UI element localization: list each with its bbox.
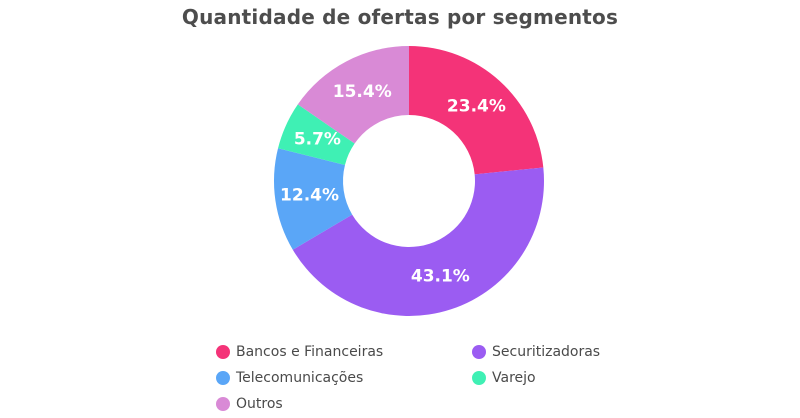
donut-slice-bancos-e-financeiras[interactable]	[409, 46, 544, 175]
donut-slice-telecomunica-es[interactable]	[274, 148, 353, 250]
legend-item-varejo[interactable]: Varejo	[472, 370, 536, 386]
legend-label: Outros	[236, 396, 283, 412]
donut-slice-securitizadoras[interactable]	[292, 167, 544, 316]
slice-value-label: 23.4%	[447, 96, 506, 116]
donut-slice-outros[interactable]	[297, 46, 409, 144]
slice-value-label: 43.1%	[411, 266, 470, 286]
legend-label: Bancos e Financeiras	[236, 344, 384, 360]
legend-dot-icon	[216, 345, 230, 359]
legend-dot-icon	[216, 397, 230, 411]
legend-label: Varejo	[492, 370, 536, 386]
donut-labels: 23.4% 43.1% 12.4% 5.7% 15.4%	[280, 82, 506, 286]
donut-slice-varejo[interactable]	[278, 104, 355, 165]
legend-item-securitizadoras[interactable]: Securitizadoras	[472, 344, 600, 360]
legend-dot-icon	[472, 371, 486, 385]
legend-label: Telecomunicações	[236, 370, 364, 386]
slice-value-label: 15.4%	[333, 82, 392, 102]
legend-item-bancos[interactable]: Bancos e Financeiras	[216, 344, 383, 360]
donut-slices	[274, 46, 544, 316]
legend-item-outros[interactable]: Outros	[216, 396, 283, 412]
legend-item-telecomunicacoes[interactable]: Telecomunicações	[216, 370, 363, 386]
slice-value-label: 12.4%	[280, 185, 339, 205]
chart-title: Quantidade de ofertas por segmentos	[181, 5, 619, 29]
legend-dot-icon	[216, 371, 230, 385]
legend-label: Securitizadoras	[492, 344, 601, 360]
slice-value-label: 5.7%	[294, 130, 341, 150]
legend-dot-icon	[472, 345, 486, 359]
